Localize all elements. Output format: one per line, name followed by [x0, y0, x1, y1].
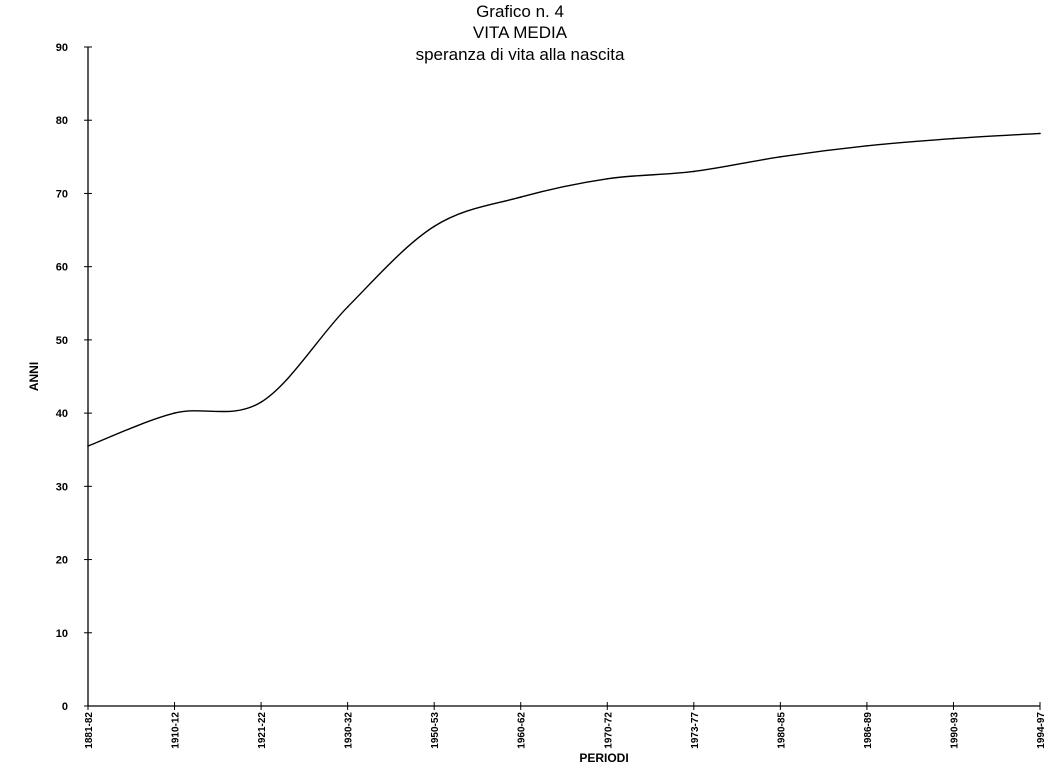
data-point [866, 145, 868, 147]
x-tick-label: 1950-53 [430, 712, 441, 749]
y-tick-label: 90 [56, 42, 68, 54]
series-group [87, 132, 1041, 447]
y-tick-label: 40 [56, 408, 68, 420]
y-tick-label: 10 [56, 628, 68, 640]
x-ticks-group: 1881-82 1910-12 1921-22 1930-32 1950-53 1960-… [84, 702, 1044, 749]
x-tick-label: 1994-97 [1036, 712, 1044, 749]
x-tick-label: 1910-12 [171, 712, 182, 749]
data-point [260, 401, 262, 403]
series-line [87, 132, 1041, 447]
data-point [173, 412, 176, 414]
x-tick-label: 1990-93 [949, 712, 960, 749]
x-tick-label: 1960-62 [517, 712, 528, 749]
data-point [1039, 132, 1041, 135]
y-tick-label: 50 [56, 335, 68, 347]
x-tick-label: 1930-32 [344, 712, 355, 749]
data-point [779, 156, 782, 158]
data-point [433, 225, 435, 228]
y-axis-label: ANNI [27, 362, 41, 391]
y-tick-label: 80 [56, 115, 68, 127]
x-tick-label: 1973-77 [690, 712, 701, 749]
x-tick-label: 1921-22 [257, 712, 268, 749]
chart-subtitle-2: speranza di vita alla nascita [415, 45, 625, 64]
x-axis-label: PERIODI [579, 751, 628, 765]
y-tick-label: 20 [56, 555, 68, 567]
data-point [87, 445, 89, 447]
chart-subtitle: VITA MEDIA [472, 23, 568, 42]
data-point [519, 196, 522, 198]
y-tick-label: 30 [56, 481, 68, 493]
x-tick-label: 1986-89 [863, 712, 874, 749]
x-tick-label: 1980-85 [776, 712, 787, 749]
data-point [606, 178, 609, 180]
y-tick-label: 70 [56, 188, 68, 200]
y-tick-label: 0 [62, 701, 68, 713]
x-tick-label: 1970-72 [603, 712, 614, 749]
data-point [693, 170, 695, 173]
axes-group [87, 47, 1040, 707]
data-point [952, 137, 955, 140]
y-tick-label: 60 [56, 262, 68, 274]
chart-title: Grafico n. 4 [476, 2, 564, 21]
data-point [346, 306, 349, 308]
x-tick-label: 1881-82 [84, 712, 95, 749]
y-ticks-group: 0 10 20 30 40 50 60 70 80 90 [56, 42, 92, 713]
